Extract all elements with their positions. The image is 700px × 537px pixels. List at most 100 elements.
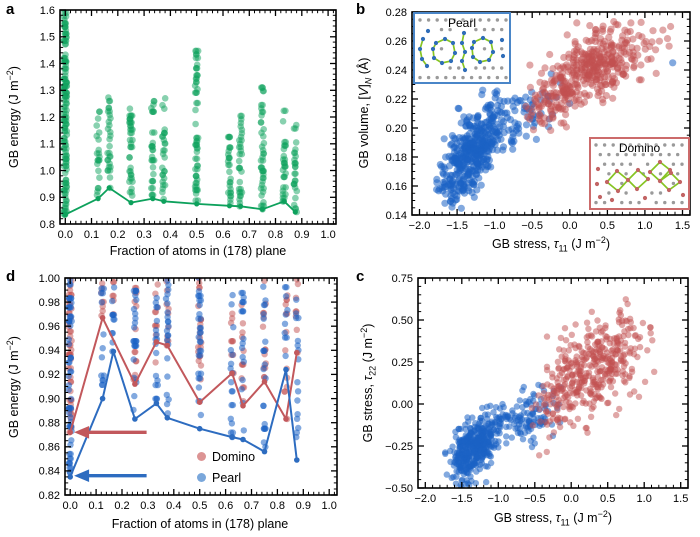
svg-text:0.16: 0.16 xyxy=(386,181,407,193)
svg-text:−2.0: −2.0 xyxy=(414,493,436,505)
svg-text:0.0: 0.0 xyxy=(58,229,73,241)
panel-c-chart: −2.0 −1.5 −1.0 −0.5 0.0 0.5 1.0 1.5 −0.50 −0.25 0.… xyxy=(385,273,689,505)
svg-text:0.0: 0.0 xyxy=(63,500,78,512)
panel-d-letter: d xyxy=(6,268,16,285)
panel-b-xlabel: GB stress, τ11 (J m−2) xyxy=(491,234,611,254)
svg-text:0.8: 0.8 xyxy=(40,219,55,231)
legend-label-pearl: Pearl xyxy=(212,470,242,485)
panel-d: 0.0 0.1 0.2 0.3 0.4 0.5 0.6 0.7 0.8 0.9 1.0 0.82 0.8… xyxy=(0,266,350,537)
svg-text:0.00: 0.00 xyxy=(392,399,413,411)
svg-text:1.00: 1.00 xyxy=(39,273,60,285)
svg-text:0.4: 0.4 xyxy=(163,229,178,241)
legend-dot-pearl xyxy=(197,473,206,482)
legend-dot-domino xyxy=(197,452,206,461)
svg-text:1.0: 1.0 xyxy=(40,165,55,177)
svg-text:0.6: 0.6 xyxy=(218,500,233,512)
svg-text:0.82: 0.82 xyxy=(39,490,60,502)
svg-text:−1.0: −1.0 xyxy=(487,493,509,505)
svg-text:0.86: 0.86 xyxy=(39,442,60,454)
svg-text:0.1: 0.1 xyxy=(88,500,103,512)
svg-text:1.6: 1.6 xyxy=(40,5,55,17)
svg-text:0.7: 0.7 xyxy=(242,229,257,241)
svg-text:0.9: 0.9 xyxy=(294,229,309,241)
svg-text:0.9: 0.9 xyxy=(40,192,55,204)
panel-c-xlabel: GB stress, τ11 (J m−2) xyxy=(493,508,613,528)
svg-text:0.18: 0.18 xyxy=(386,152,407,164)
svg-text:1.0: 1.0 xyxy=(637,493,652,505)
svg-text:1.5: 1.5 xyxy=(675,220,690,232)
svg-text:0.1: 0.1 xyxy=(84,229,99,241)
svg-text:0.0: 0.0 xyxy=(562,220,577,232)
svg-text:1.1: 1.1 xyxy=(40,139,55,151)
svg-text:0.26: 0.26 xyxy=(386,36,407,48)
svg-text:0.25: 0.25 xyxy=(392,357,413,369)
svg-text:0.8: 0.8 xyxy=(270,500,285,512)
inset-domino-title: Domino xyxy=(618,141,661,155)
svg-text:−0.5: −0.5 xyxy=(524,493,546,505)
svg-text:0.3: 0.3 xyxy=(140,500,155,512)
legend-item-pearl: Pearl xyxy=(197,467,255,488)
svg-text:0.20: 0.20 xyxy=(386,123,407,135)
svg-text:−1.0: −1.0 xyxy=(484,220,506,232)
svg-text:0.28: 0.28 xyxy=(386,7,407,19)
panel-c-ylabel: GB stress, τ22 (J m−2) xyxy=(358,323,378,443)
svg-text:0.3: 0.3 xyxy=(136,229,151,241)
svg-text:0.5: 0.5 xyxy=(600,493,615,505)
svg-text:0.7: 0.7 xyxy=(244,500,259,512)
svg-text:0.2: 0.2 xyxy=(114,500,129,512)
svg-text:0.84: 0.84 xyxy=(39,466,60,478)
panel-a-xlabel: Fraction of atoms in (178) plane xyxy=(109,244,287,258)
svg-text:1.4: 1.4 xyxy=(40,58,55,70)
panel-c: −2.0 −1.5 −1.0 −0.5 0.0 0.5 1.0 1.5 −0.50 −0.25 0.… xyxy=(350,266,700,537)
svg-text:0.24: 0.24 xyxy=(386,65,407,77)
svg-text:0.98: 0.98 xyxy=(39,297,60,309)
svg-text:0.14: 0.14 xyxy=(386,210,407,222)
panel-b-ylabel: GB volume, [V]N (Å) xyxy=(357,57,374,169)
panel-a-chart: 0.0 0.1 0.2 0.3 0.4 0.5 0.6 0.7 0.8 0.9 1.0 0.8 0.9 1… xyxy=(40,5,337,241)
svg-text:0.50: 0.50 xyxy=(392,315,413,327)
panel-b-chart: −2.0 −1.5 −1.0 −0.5 0.0 0.5 1.0 1.5 0.14 0.16 0.18… xyxy=(386,7,691,232)
svg-text:1.2: 1.2 xyxy=(40,112,55,124)
svg-text:1.0: 1.0 xyxy=(322,500,337,512)
svg-text:0.92: 0.92 xyxy=(39,369,60,381)
svg-text:0.5: 0.5 xyxy=(600,220,615,232)
panel-d-chart: 0.0 0.1 0.2 0.3 0.4 0.5 0.6 0.7 0.8 0.9 1.0 0.82 0.8… xyxy=(39,273,338,512)
svg-text:1.5: 1.5 xyxy=(673,493,688,505)
svg-text:1.0: 1.0 xyxy=(320,229,335,241)
legend: Domino Pearl xyxy=(197,446,255,488)
svg-text:0.75: 0.75 xyxy=(392,273,413,285)
panel-d-xlabel: Fraction of atoms in (178) plane xyxy=(111,517,289,531)
legend-item-domino: Domino xyxy=(197,446,255,467)
svg-text:−2.0: −2.0 xyxy=(409,220,431,232)
svg-text:0.5: 0.5 xyxy=(189,229,204,241)
svg-text:0.2: 0.2 xyxy=(110,229,125,241)
svg-text:0.4: 0.4 xyxy=(166,500,181,512)
panel-b: −2.0 −1.5 −1.0 −0.5 0.0 0.5 1.0 1.5 0.14 0.16 0.18… xyxy=(350,0,700,266)
panel-d-ylabel: GB energy (J m−2) xyxy=(4,336,21,438)
svg-text:0.9: 0.9 xyxy=(296,500,311,512)
svg-text:−0.5: −0.5 xyxy=(521,220,543,232)
svg-text:0.22: 0.22 xyxy=(386,94,407,106)
svg-text:−0.50: −0.50 xyxy=(385,483,413,495)
svg-text:1.0: 1.0 xyxy=(637,220,652,232)
svg-text:0.5: 0.5 xyxy=(192,500,207,512)
panel-a-letter: a xyxy=(6,1,15,18)
svg-text:0.88: 0.88 xyxy=(39,418,60,430)
svg-text:0.94: 0.94 xyxy=(39,345,60,357)
svg-text:−1.5: −1.5 xyxy=(446,220,468,232)
panel-a-ylabel: GB energy (J m−2) xyxy=(4,66,21,168)
panel-a: 0.0 0.1 0.2 0.3 0.4 0.5 0.6 0.7 0.8 0.9 1.0 0.8 0.9 1… xyxy=(0,0,350,266)
svg-text:1.5: 1.5 xyxy=(40,32,55,44)
panel-c-letter: c xyxy=(356,268,365,285)
legend-label-domino: Domino xyxy=(212,449,256,464)
svg-text:0.6: 0.6 xyxy=(215,229,230,241)
svg-text:0.8: 0.8 xyxy=(268,229,283,241)
svg-text:−0.25: −0.25 xyxy=(385,441,413,453)
inset-pearl-title: Pearl xyxy=(447,16,476,30)
svg-text:−1.5: −1.5 xyxy=(451,493,473,505)
panel-b-letter: b xyxy=(356,1,366,18)
svg-text:0.0: 0.0 xyxy=(564,493,579,505)
svg-text:0.90: 0.90 xyxy=(39,393,60,405)
svg-text:0.96: 0.96 xyxy=(39,321,60,333)
